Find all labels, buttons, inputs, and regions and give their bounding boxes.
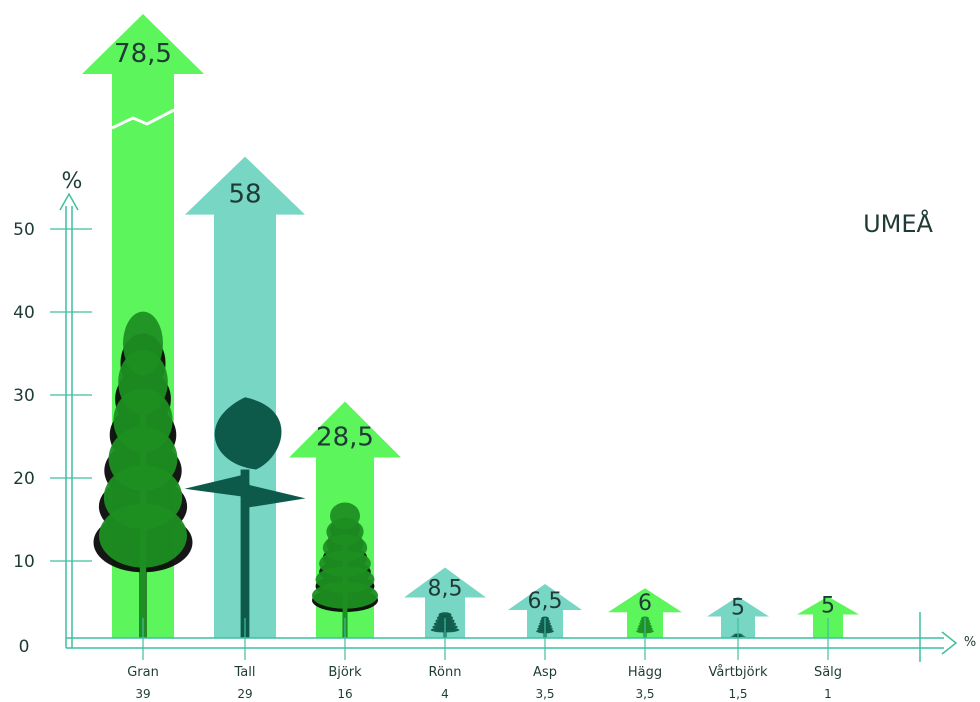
y-axis-arrowhead <box>59 192 79 211</box>
tree-trunk <box>240 469 250 638</box>
bar-value-label: 28,5 <box>316 422 374 452</box>
bar-value-label: 5 <box>821 594 835 619</box>
category-label: Gran <box>127 665 159 680</box>
tree-tall <box>184 397 306 638</box>
y-axis-label: % <box>62 169 83 194</box>
chart-title: UMEÅ <box>863 209 933 238</box>
tree-gran <box>99 311 187 638</box>
tree-crown <box>214 397 282 470</box>
tree-foliage <box>99 503 187 568</box>
category-label: Sälg <box>814 665 842 680</box>
category-label: Rönn <box>429 665 462 680</box>
y-tick-label: 40 <box>13 303 35 323</box>
bar-hägg <box>608 588 682 638</box>
category-value-label: 1 <box>824 687 832 701</box>
category-value-label: 16 <box>337 687 352 701</box>
bar-vårtbjörk <box>707 596 769 638</box>
category-value-label: 4 <box>441 687 449 701</box>
y-tick-label: 10 <box>13 552 35 572</box>
tree-björk <box>312 502 378 638</box>
tree-branch <box>184 474 256 499</box>
bar-rönn <box>404 567 486 638</box>
y-tick-label: 20 <box>13 469 35 489</box>
axes-layer <box>50 192 958 662</box>
bar-asp <box>508 584 582 638</box>
tree-foliage <box>312 582 378 609</box>
category-value-label: 29 <box>237 687 252 701</box>
category-label: Hägg <box>628 665 662 680</box>
category-value-label: 1,5 <box>728 687 747 701</box>
category-label: Asp <box>533 665 557 680</box>
tree-branch <box>245 483 306 509</box>
category-label: Vårtbjörk <box>709 665 768 680</box>
y-tick-label: 30 <box>13 386 35 406</box>
bar-sälg <box>797 596 859 638</box>
bar-value-label: 58 <box>228 180 261 210</box>
bar-value-label: 5 <box>731 596 745 621</box>
category-value-label: 3,5 <box>535 687 554 701</box>
x-axis-label: % <box>964 635 976 650</box>
axis-break-mark <box>111 108 175 130</box>
bars-layer <box>82 14 859 638</box>
category-value-label: 3,5 <box>635 687 654 701</box>
trees-layer <box>93 311 835 638</box>
category-label: Björk <box>328 665 362 680</box>
bar-value-label: 6,5 <box>528 589 563 614</box>
category-value-label: 39 <box>135 687 150 701</box>
y-tick-label: 0 <box>19 637 30 657</box>
y-tick-label: 50 <box>13 220 35 240</box>
bar-value-label: 8,5 <box>428 576 463 601</box>
x-axis-arrowhead <box>941 631 958 655</box>
bar-value-label: 6 <box>638 591 652 616</box>
bar-value-label: 78,5 <box>114 39 172 69</box>
category-label: Tall <box>234 665 256 680</box>
